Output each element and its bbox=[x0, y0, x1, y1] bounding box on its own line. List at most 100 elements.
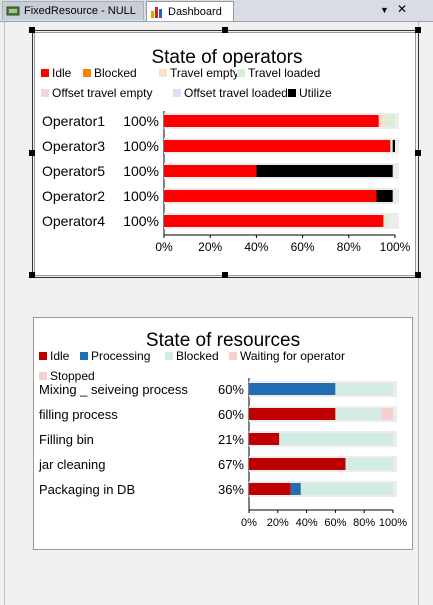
legend-swatch bbox=[159, 69, 167, 77]
category-label: Operator3 bbox=[42, 138, 105, 154]
tab-label: FixedResource - NULL bbox=[24, 5, 136, 17]
x-tick-label: 40% bbox=[244, 240, 268, 254]
legend-swatch bbox=[173, 89, 181, 97]
x-tick-label: 0% bbox=[155, 240, 173, 254]
x-tick-label: 60% bbox=[324, 517, 346, 529]
legend-swatch bbox=[39, 352, 47, 360]
bar-segment bbox=[164, 115, 379, 127]
tab-fixed-resource[interactable]: FixedResource - NULL bbox=[2, 1, 144, 20]
bar-segment bbox=[383, 215, 389, 227]
x-tick-label: 0% bbox=[241, 517, 257, 529]
chart-title: State of operators bbox=[151, 47, 302, 68]
value-label: 100% bbox=[123, 213, 159, 229]
x-tick-label: 100% bbox=[380, 240, 411, 254]
bar-segment bbox=[164, 165, 257, 177]
x-tick-label: 80% bbox=[353, 517, 375, 529]
legend-label: Stopped bbox=[50, 369, 95, 383]
resize-handle[interactable] bbox=[415, 150, 421, 156]
bar-segment bbox=[335, 383, 393, 395]
category-label: jar cleaning bbox=[38, 457, 106, 472]
resize-handle[interactable] bbox=[29, 150, 35, 156]
category-label: Operator5 bbox=[42, 163, 105, 179]
bar-segment bbox=[392, 140, 395, 152]
resize-handle[interactable] bbox=[415, 272, 421, 278]
bar-segment bbox=[345, 458, 393, 470]
legend-label: Processing bbox=[91, 349, 150, 363]
category-label: Operator2 bbox=[42, 188, 105, 204]
category-label: Operator4 bbox=[42, 213, 105, 229]
value-label: 60% bbox=[218, 382, 244, 397]
bar-segment bbox=[164, 190, 377, 202]
chart-title: State of resources bbox=[146, 330, 300, 351]
bar-segment bbox=[164, 140, 391, 152]
bar-segment bbox=[385, 115, 395, 127]
value-label: 67% bbox=[218, 457, 244, 472]
legend-label: Travel loaded bbox=[248, 66, 320, 80]
bar-segment bbox=[249, 433, 280, 445]
resize-handle[interactable] bbox=[222, 27, 228, 33]
legend-label: Waiting for operator bbox=[240, 349, 345, 363]
bar-segment bbox=[249, 408, 336, 420]
category-label: Filling bin bbox=[39, 432, 94, 447]
bar-segment bbox=[300, 483, 393, 495]
legend-swatch bbox=[165, 352, 173, 360]
legend-swatch bbox=[41, 69, 49, 77]
legend-swatch bbox=[39, 372, 47, 380]
canvas-border bbox=[4, 22, 5, 605]
tab-bar: FixedResource - NULL Dashboard ▼ ✕ bbox=[0, 0, 433, 22]
bar-segment bbox=[249, 483, 291, 495]
bar-segment bbox=[335, 408, 382, 420]
value-label: 100% bbox=[123, 113, 159, 129]
resources-chart: State of resources Idle Processing Blocked W… bbox=[38, 330, 407, 529]
bar-segment bbox=[290, 483, 301, 495]
operators-chart: State of operators Idle Blocked Travel empt… bbox=[41, 47, 411, 254]
x-tick-label: 60% bbox=[291, 240, 315, 254]
canvas-border bbox=[418, 22, 419, 605]
value-label: 100% bbox=[123, 188, 159, 204]
tab-menu-icon[interactable]: ▼ bbox=[380, 5, 389, 15]
resize-handle[interactable] bbox=[29, 27, 35, 33]
bar-segment bbox=[249, 383, 336, 395]
legend-swatch bbox=[41, 89, 49, 97]
legend-swatch bbox=[229, 352, 237, 360]
x-tick-label: 80% bbox=[337, 240, 361, 254]
bar-segment bbox=[164, 215, 384, 227]
selection-frame bbox=[32, 30, 419, 278]
category-label: Packaging in DB bbox=[39, 482, 135, 497]
tab-dashboard[interactable]: Dashboard bbox=[146, 1, 234, 21]
legend-label: Travel empty bbox=[170, 66, 239, 80]
x-tick-label: 40% bbox=[296, 517, 318, 529]
resources-chart-panel[interactable]: State of resources Idle Processing Blocked W… bbox=[33, 317, 413, 550]
resize-handle[interactable] bbox=[222, 272, 228, 278]
legend-swatch bbox=[288, 89, 296, 97]
bar-segment bbox=[249, 458, 346, 470]
legend-label: Blocked bbox=[94, 66, 137, 80]
legend-label: Blocked bbox=[176, 349, 219, 363]
operators-chart-panel[interactable]: State of operators Idle Blocked Travel empt… bbox=[34, 32, 416, 276]
value-label: 60% bbox=[218, 407, 244, 422]
close-icon[interactable]: ✕ bbox=[397, 2, 408, 16]
value-label: 100% bbox=[123, 163, 159, 179]
legend-swatch bbox=[237, 69, 245, 77]
legend-label: Offset travel loaded bbox=[184, 86, 288, 100]
bar-chart-icon bbox=[151, 6, 162, 18]
category-label: filling process bbox=[39, 407, 118, 422]
value-label: 21% bbox=[218, 432, 244, 447]
bar-segment bbox=[390, 140, 393, 152]
legend-label: Utilize bbox=[299, 86, 332, 100]
legend-label: Offset travel empty bbox=[52, 86, 152, 100]
x-tick-label: 20% bbox=[267, 517, 289, 529]
category-label: Mixing _ seiveing process bbox=[39, 382, 188, 397]
resize-handle[interactable] bbox=[415, 27, 421, 33]
bar-segment bbox=[279, 433, 393, 445]
legend-label: Idle bbox=[52, 66, 72, 80]
value-label: 36% bbox=[218, 482, 244, 497]
bar-segment bbox=[381, 408, 393, 420]
bar-segment bbox=[378, 115, 386, 127]
x-tick-label: 20% bbox=[198, 240, 222, 254]
x-tick-label: 100% bbox=[379, 517, 407, 529]
resize-handle[interactable] bbox=[29, 272, 35, 278]
legend-swatch bbox=[80, 352, 88, 360]
tab-label: Dashboard bbox=[168, 5, 222, 18]
category-label: Operator1 bbox=[42, 113, 105, 129]
